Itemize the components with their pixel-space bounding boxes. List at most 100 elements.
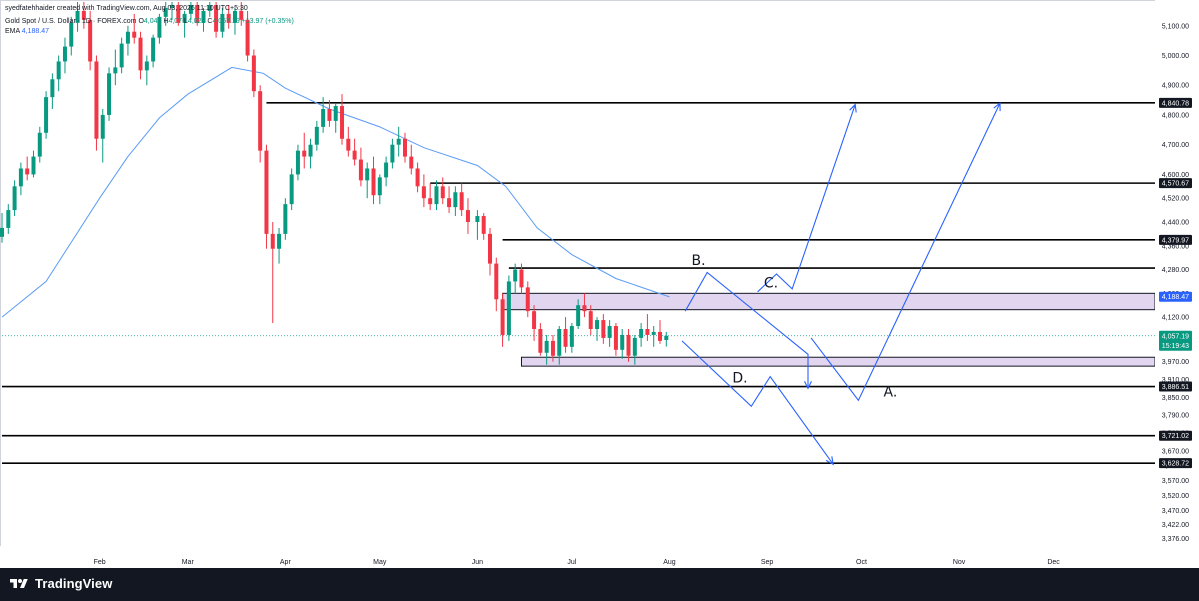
price-level-tag-label: 3,886.51: [1162, 384, 1189, 391]
annotation-label-c[interactable]: C.: [764, 275, 778, 291]
candle: [321, 109, 326, 127]
time-tick-label: Dec: [1047, 559, 1060, 566]
ohlc-high-value: 4,07: [168, 18, 183, 25]
candle: [601, 320, 606, 338]
price-level-tag: [1159, 97, 1192, 108]
candle: [453, 192, 458, 208]
candle: [107, 73, 112, 115]
candle: [113, 67, 118, 74]
candle: [195, 4, 200, 23]
time-axis[interactable]: [0, 546, 1155, 568]
price-level-tag: [1159, 430, 1192, 441]
candle: [428, 198, 433, 205]
price-tick-label: 4,800.00: [1162, 112, 1189, 119]
projection-path-b[interactable]: [684, 271, 809, 389]
projection-path-c[interactable]: [757, 104, 856, 293]
candle: [0, 227, 4, 237]
price-level-tag: [1159, 178, 1192, 189]
projection-path-d[interactable]: [681, 340, 834, 465]
candle: [6, 210, 11, 228]
candle: [664, 335, 669, 340]
candle: [258, 91, 263, 151]
candle: [639, 328, 644, 338]
candle: [525, 287, 530, 312]
price-level-tag-label: 4,188.47: [1162, 294, 1189, 301]
chart-canvas[interactable]: B. C. D. A. 5,100.00 5,000.00 4,900.00 4,800.00…: [0, 0, 1199, 568]
candle: [402, 138, 407, 157]
ema-value: 4,188.47: [21, 28, 49, 35]
candle: [440, 186, 445, 199]
support-zone-1[interactable]: [502, 292, 1156, 311]
candle: [302, 150, 307, 157]
price-tick-label: 4,360.00: [1162, 243, 1189, 250]
price-tick-label: 4,900.00: [1162, 83, 1189, 90]
price-level-tag-label: 3,721.02: [1162, 433, 1189, 440]
candle: [37, 132, 42, 157]
price-level-tag-label: 4,840.78: [1162, 100, 1189, 107]
candle: [232, 10, 237, 23]
candle: [264, 150, 269, 234]
candle: [207, 4, 212, 11]
candle: [25, 168, 30, 175]
price-level-tag-label: 4,379.97: [1162, 237, 1189, 244]
support-zone-2[interactable]: [520, 356, 1156, 367]
candle: [270, 233, 275, 249]
annotation-label-b[interactable]: B.: [691, 253, 705, 269]
symbol-legend[interactable]: Gold Spot / U.S. Dollar · 1D · FOREX.com…: [5, 17, 294, 26]
candle: [550, 340, 555, 356]
price-tick-label: 3,790.00: [1162, 413, 1189, 420]
ema-legend[interactable]: EMA 4,188.47: [5, 27, 49, 36]
candle: [481, 216, 486, 234]
candle: [396, 138, 401, 145]
candle: [125, 31, 130, 44]
candle: [645, 328, 650, 335]
candle: [182, 13, 187, 23]
time-tick-label: Jun: [472, 559, 483, 566]
candle: [69, 22, 74, 47]
annotation-label-a[interactable]: A.: [884, 384, 898, 400]
candle: [220, 13, 225, 32]
candle: [626, 334, 631, 356]
candle: [352, 150, 357, 160]
time-tick-label: Sep: [761, 559, 774, 566]
candle: [119, 43, 124, 68]
candle: [138, 37, 143, 71]
candle: [170, 4, 175, 8]
candle: [277, 233, 282, 249]
candle: [327, 109, 332, 121]
price-tick-label: 3,570.00: [1162, 478, 1189, 485]
candle: [494, 263, 499, 300]
price-level-tag: [1159, 291, 1192, 302]
last-price-tag: [1159, 330, 1192, 351]
candle: [475, 216, 480, 222]
candle: [314, 126, 319, 145]
candle: [500, 299, 505, 335]
candle: [81, 10, 86, 20]
ohlc-low-label: L: [184, 18, 188, 25]
candle: [358, 159, 363, 181]
candle: [544, 340, 549, 353]
candle: [88, 19, 93, 62]
price-level-tag: [1159, 234, 1192, 245]
candle: [201, 10, 206, 23]
annotation-label-d[interactable]: D.: [732, 371, 747, 387]
ohlc-change: +13.97 (+0.35%): [241, 18, 294, 25]
candle: [333, 106, 338, 121]
candle: [12, 186, 17, 211]
candle: [519, 269, 524, 288]
price-tick-label: 5,100.00: [1162, 23, 1189, 30]
candle: [658, 331, 663, 341]
candle: [214, 4, 219, 32]
price-level-tag-label: 3,628.72: [1162, 461, 1189, 468]
projection-arrowhead: [804, 380, 812, 390]
candle: [251, 55, 256, 92]
time-tick-label: Nov: [953, 559, 966, 566]
projection-path-a[interactable]: [810, 102, 1001, 402]
time-tick-label: Apr: [280, 559, 292, 566]
candle: [595, 320, 600, 329]
price-axis[interactable]: [1155, 0, 1199, 568]
tradingview-logo[interactable]: TradingView: [8, 576, 112, 591]
candle: [62, 46, 67, 62]
candle: [94, 61, 99, 139]
price-level-tag: [1159, 458, 1192, 469]
